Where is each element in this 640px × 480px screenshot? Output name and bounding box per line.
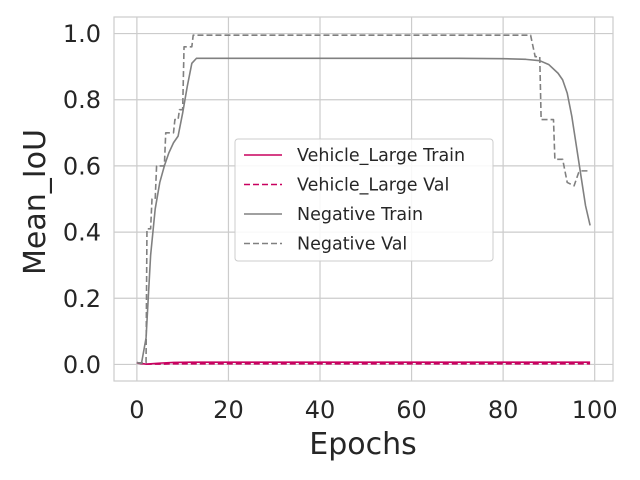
plot-border (113, 16, 614, 382)
series-line-vehicle-large-val (136, 362, 591, 365)
x-tick-labels: 0 20 40 60 80 100 (129, 396, 617, 424)
legend-label: Vehicle_Large Val (297, 176, 449, 196)
series-line-vehicle-large-train (136, 361, 591, 365)
y-tick-label: 1.0 (63, 20, 101, 48)
y-tick-label: 0.4 (63, 219, 101, 247)
legend-box (234, 138, 494, 262)
x-tick-label: 60 (396, 396, 427, 424)
y-tick-label: 0.2 (63, 285, 101, 313)
series-line-negative-val (136, 34, 591, 364)
x-tick-label: 0 (129, 396, 144, 424)
y-tick-label: 0.6 (63, 152, 101, 180)
x-axis-label: Epochs (309, 427, 417, 462)
series-line-negative-train (136, 57, 591, 365)
x-tick-label: 20 (213, 396, 244, 424)
y-axis-label: Mean_IoU (18, 129, 53, 275)
legend: Vehicle_Large Train Vehicle_Large Val Nega… (234, 138, 494, 262)
y-tick-label: 0.0 (63, 351, 101, 379)
legend-label: Negative Val (297, 235, 407, 255)
legend-label: Vehicle_Large Train (297, 146, 465, 166)
x-tick-label: 40 (305, 396, 336, 424)
y-tick-labels: 0.0 0.2 0.4 0.6 0.8 1.0 (63, 20, 101, 379)
y-tick-label: 0.8 (63, 86, 101, 114)
legend-label: Negative Train (297, 205, 423, 225)
series-lines (136, 34, 591, 365)
x-tick-label: 80 (488, 396, 519, 424)
x-tick-label: 100 (572, 396, 618, 424)
